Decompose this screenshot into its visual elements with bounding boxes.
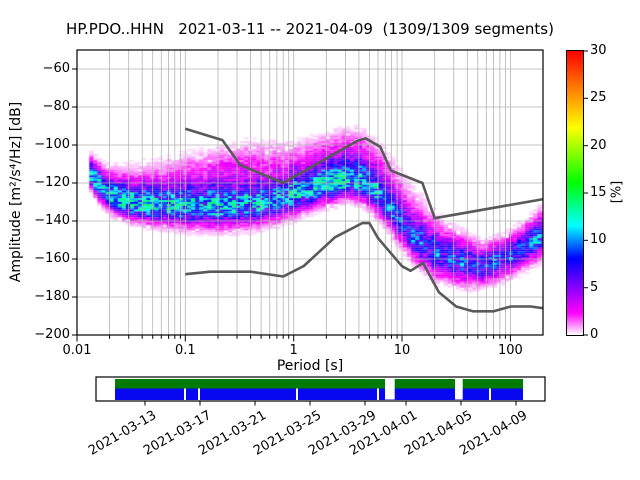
coverage-bar-blue [115, 388, 523, 400]
coverage-bar-green [115, 379, 523, 389]
coverage-cut [198, 388, 200, 400]
coverage-gap [385, 378, 395, 400]
coverage-cut [489, 388, 491, 400]
ppsd-density-heatmap [77, 50, 543, 335]
grid-lines [76, 50, 543, 335]
coverage-cut [377, 388, 379, 400]
coverage-cut [184, 388, 186, 400]
coverage-gap [455, 378, 463, 400]
colorbar-gradient [566, 50, 584, 336]
nhnm-line [184, 127, 543, 220]
nlnm-line [185, 221, 543, 313]
timeline-coverage [95, 376, 546, 406]
plot-title: HP.PDO..HHN 2021-03-11 -- 2021-04-09 (13… [66, 20, 554, 38]
coverage-cut [296, 388, 298, 400]
noise-model-lines [184, 127, 543, 313]
axis-ticks [72, 50, 588, 342]
x-axis-label: Period [s] [276, 358, 344, 374]
plot-spines [76, 49, 544, 336]
